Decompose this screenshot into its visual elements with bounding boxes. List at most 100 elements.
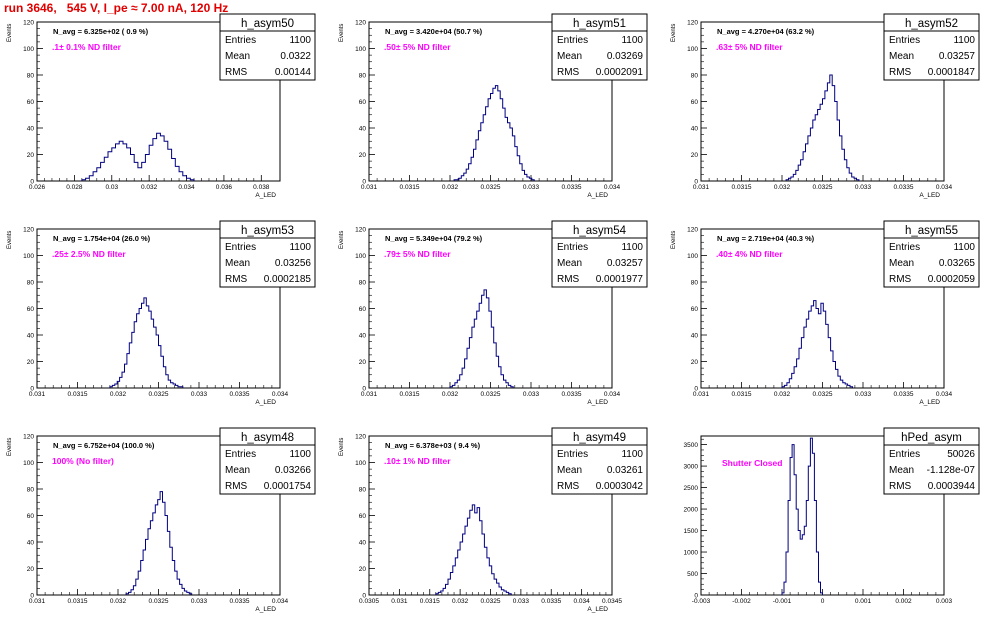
x-tick-label: 0.0315	[68, 598, 88, 605]
x-tick-label: 0.034	[573, 598, 590, 605]
histogram-name: h_asym53	[241, 225, 294, 237]
x-tick-label: 0.0325	[481, 391, 501, 398]
x-tick-label: 0.031	[361, 391, 378, 398]
y-axis-title: Events	[671, 231, 677, 249]
stats-value: 1100	[621, 35, 643, 46]
filter-label: .40± 4% ND filter	[716, 249, 783, 259]
y-tick-label: 120	[687, 20, 698, 27]
x-tick-label: 0.0325	[149, 598, 169, 605]
y-tick-label: 80	[691, 73, 699, 80]
stats-value: 0.03266	[275, 465, 312, 476]
stats-value: 0.0001754	[264, 481, 312, 492]
histogram-pad-hPed_asym: 0 500 1000 1500 2000 2500 3000 3500 -0.003 -0.002…	[684, 427, 980, 605]
y-tick-label: 60	[359, 306, 367, 313]
y-tick-label: 100	[355, 46, 366, 53]
y-tick-label: 0	[362, 386, 366, 393]
y-tick-label: 20	[27, 152, 35, 159]
x-tick-label: 0.033	[191, 598, 208, 605]
x-tick-label: 0.026	[29, 184, 46, 191]
x-tick-label: 0.002	[895, 598, 912, 605]
stats-label: Mean	[889, 465, 914, 476]
x-axis-title: A_LED	[919, 192, 940, 199]
y-tick-label: 0	[30, 179, 34, 186]
stats-value: 0.03257	[607, 258, 644, 269]
histogram-name: h_asym50	[241, 18, 294, 30]
x-axis-title: A_LED	[587, 606, 608, 613]
histogram-pad-h_asym55: 0 20 40 60 80 100 120 0.031 0.0315 0.032 0.0325 0.0…	[671, 220, 980, 406]
x-tick-label: 0.032	[452, 598, 469, 605]
histogram-name: h_asym51	[573, 18, 626, 30]
stats-label: RMS	[889, 481, 912, 492]
stats-value: 1100	[289, 35, 311, 46]
stats-label: Entries	[557, 449, 588, 460]
y-tick-label: 2000	[684, 507, 699, 514]
x-tick-label: 0.031	[693, 184, 710, 191]
navg-label: N_avg = 1.754e+04 (26.0 %)	[53, 234, 151, 243]
stats-label: Entries	[889, 449, 920, 460]
stats-value: 0.0002185	[264, 274, 312, 285]
x-tick-label: 0.033	[191, 391, 208, 398]
y-tick-label: 20	[359, 359, 367, 366]
y-tick-label: 60	[27, 306, 35, 313]
x-tick-label: 0.0345	[602, 598, 622, 605]
histogram-name: h_asym48	[241, 432, 294, 444]
x-tick-label: 0.034	[936, 391, 953, 398]
stats-value: 0.0001847	[928, 67, 976, 78]
x-tick-label: 0.003	[936, 598, 953, 605]
y-tick-label: 80	[27, 487, 35, 494]
x-tick-label: 0.0335	[894, 184, 914, 191]
x-tick-label: 0.0325	[149, 391, 169, 398]
y-tick-label: 60	[27, 99, 35, 106]
stats-label: Mean	[889, 51, 914, 62]
stats-box	[219, 13, 316, 81]
x-tick-label: 0.033	[855, 184, 872, 191]
histogram-pad-h_asym52: 0 20 40 60 80 100 120 0.031 0.0315 0.032 0.0325 0.0…	[671, 13, 980, 199]
y-tick-label: 60	[691, 99, 699, 106]
y-axis-title: Events	[7, 231, 13, 249]
stats-value: 50026	[947, 449, 975, 460]
y-tick-label: 60	[359, 513, 367, 520]
y-axis-title: Events	[7, 24, 13, 42]
x-tick-label: 0.032	[442, 391, 459, 398]
histogram-series	[449, 289, 514, 388]
y-tick-label: 40	[359, 540, 367, 547]
y-tick-label: 100	[23, 253, 34, 260]
filter-label: .79± 5% ND filter	[384, 249, 451, 259]
stats-label: Mean	[225, 465, 250, 476]
stats-value: 1100	[953, 242, 975, 253]
filter-label: .1± 0.1% ND filter	[52, 42, 122, 52]
run-title: run 3646, 545 V, I_pe ≈ 7.00 nA, 120 Hz	[4, 1, 229, 15]
y-axis-title: Events	[7, 438, 13, 456]
y-tick-label: 40	[691, 126, 699, 133]
histogram-series	[109, 297, 184, 388]
x-tick-label: -0.003	[692, 598, 711, 605]
histogram-name: h_asym52	[905, 18, 958, 30]
x-tick-label: 0.0315	[732, 391, 752, 398]
y-tick-label: 120	[355, 434, 366, 441]
filter-label: .10± 1% ND filter	[384, 456, 451, 466]
y-tick-label: 1000	[684, 550, 699, 557]
x-tick-label: 0.0325	[813, 391, 833, 398]
y-tick-label: 500	[687, 571, 698, 578]
histogram-series	[781, 300, 853, 388]
stats-box	[551, 13, 648, 81]
stats-label: RMS	[225, 274, 248, 285]
x-tick-label: 0.032	[141, 184, 158, 191]
navg-label: N_avg = 4.270e+04 (63.2 %)	[717, 27, 815, 36]
x-axis-title: A_LED	[255, 606, 276, 613]
y-tick-label: 120	[355, 227, 366, 234]
y-tick-label: 3000	[684, 464, 699, 471]
x-tick-label: 0	[821, 598, 825, 605]
x-tick-label: 0.034	[936, 184, 953, 191]
histogram-series	[125, 491, 193, 595]
y-tick-label: 40	[691, 333, 699, 340]
filter-label: .63± 5% ND filter	[716, 42, 783, 52]
stats-box	[219, 220, 316, 288]
stats-label: RMS	[889, 274, 912, 285]
x-tick-label: 0.0315	[400, 391, 420, 398]
stats-value: 1100	[289, 242, 311, 253]
stats-label: RMS	[889, 67, 912, 78]
x-tick-label: 0.032	[110, 391, 127, 398]
stats-label: RMS	[225, 481, 248, 492]
histogram-pad-h_asym48: 0 20 40 60 80 100 120 0.031 0.0315 0.032 0.0325 0.0…	[7, 427, 316, 613]
